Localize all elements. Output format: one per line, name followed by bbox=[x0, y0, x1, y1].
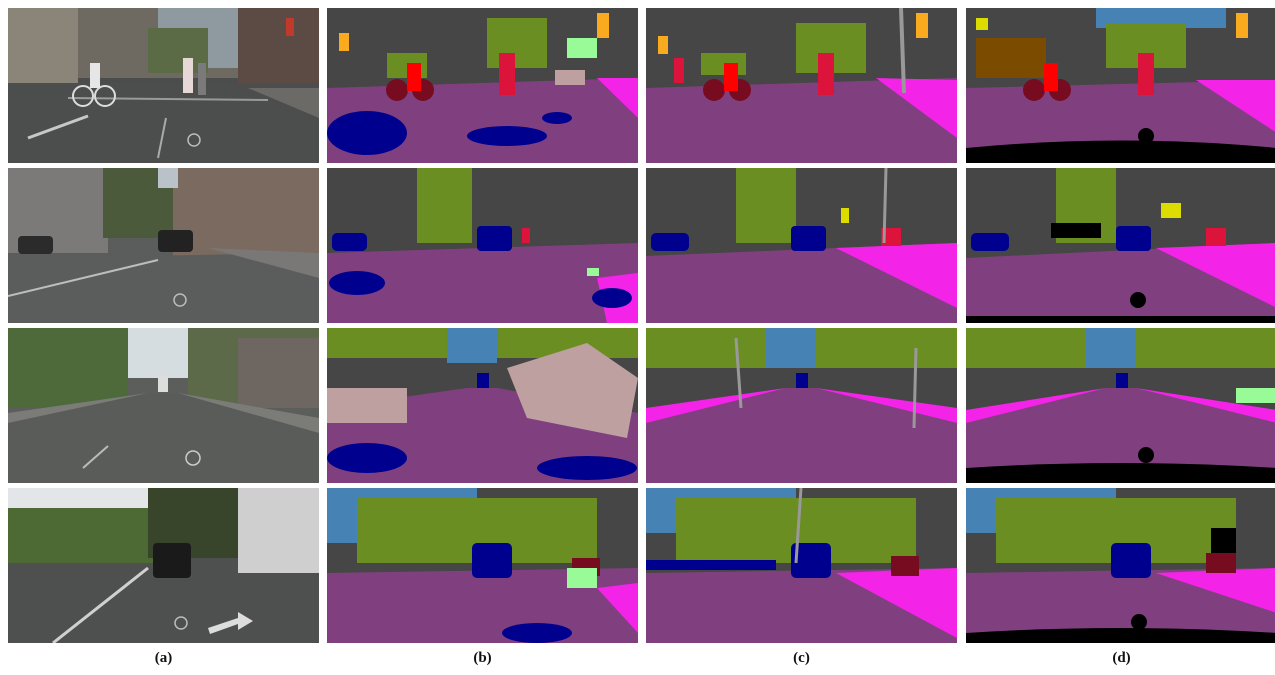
refined-seg-row-3 bbox=[646, 328, 957, 483]
ground-truth-row-3 bbox=[966, 328, 1275, 483]
noisy-seg-row-1 bbox=[327, 8, 638, 163]
photo-row-4 bbox=[8, 488, 319, 643]
caption-d: (d) bbox=[1112, 650, 1131, 666]
caption-a: (a) bbox=[154, 650, 173, 666]
photo-row-1-scene bbox=[8, 8, 319, 163]
photo-row-1 bbox=[8, 8, 319, 163]
caption-c: (c) bbox=[793, 650, 810, 666]
noisy-seg-row-2 bbox=[327, 168, 638, 323]
caption-b: (b) bbox=[473, 650, 492, 666]
refined-seg-row-4 bbox=[646, 488, 957, 643]
noisy-seg-row-3 bbox=[327, 328, 638, 483]
refined-seg-row-2 bbox=[646, 168, 957, 323]
ground-truth-row-2 bbox=[966, 168, 1275, 323]
photo-row-2 bbox=[8, 168, 319, 323]
ground-truth-row-1 bbox=[966, 8, 1275, 163]
ground-truth-row-4 bbox=[966, 488, 1275, 643]
photo-row-3 bbox=[8, 328, 319, 483]
noisy-seg-row-4 bbox=[327, 488, 638, 643]
refined-seg-row-1 bbox=[646, 8, 957, 163]
